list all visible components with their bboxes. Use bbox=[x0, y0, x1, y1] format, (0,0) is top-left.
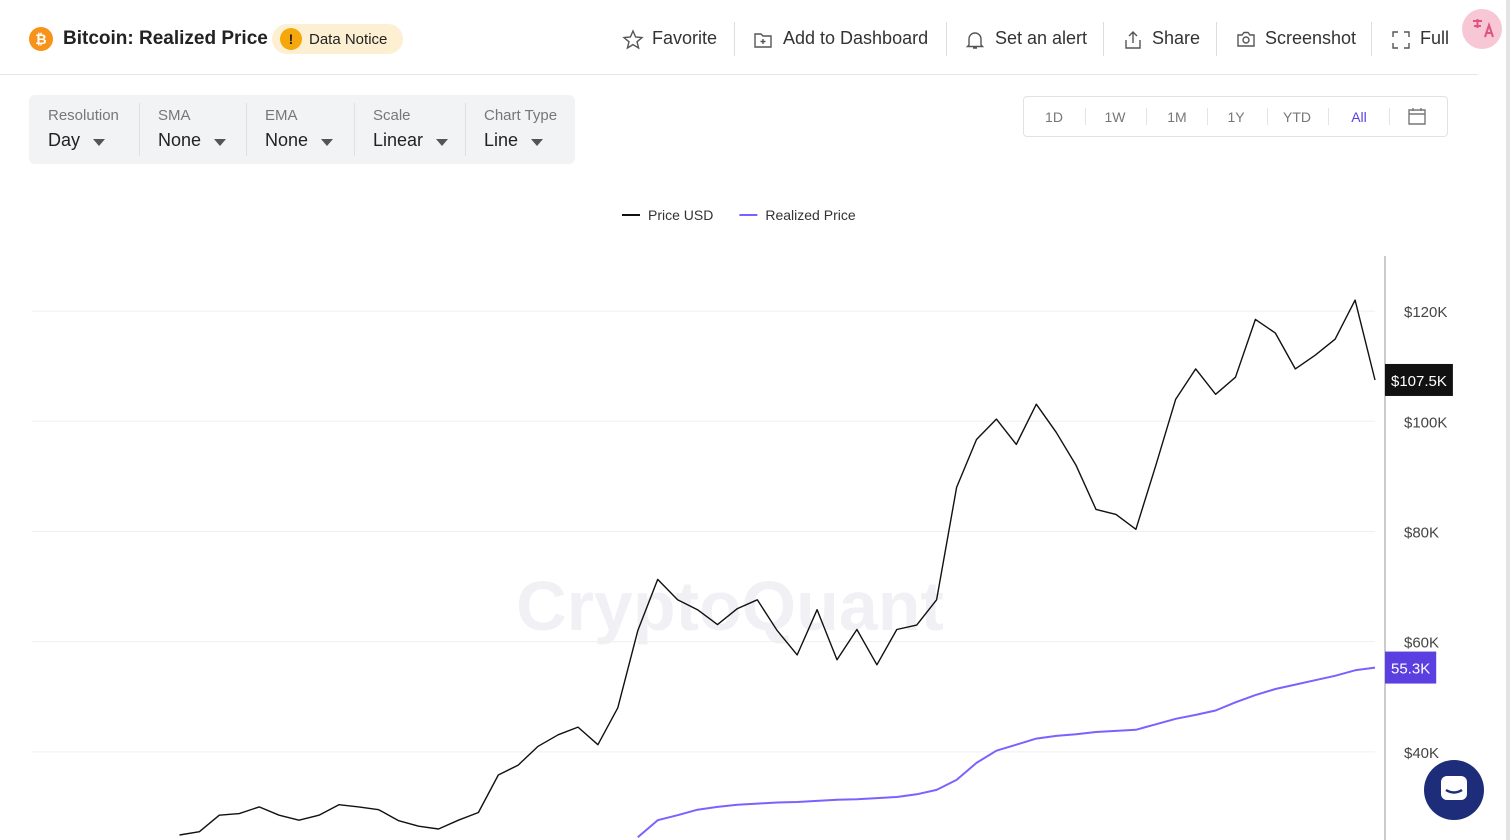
control-label: EMA bbox=[265, 107, 298, 124]
control-panel: Resolution Day SMA None EMA None Scale Linear Ch… bbox=[29, 95, 575, 164]
separator bbox=[1084, 108, 1086, 125]
range-button[interactable]: 1W bbox=[1104, 109, 1126, 125]
share-icon bbox=[1125, 31, 1141, 49]
caret bbox=[214, 139, 227, 146]
control-value: Linear bbox=[373, 130, 424, 150]
caret bbox=[321, 139, 334, 146]
range-button[interactable]: YTD bbox=[1283, 109, 1311, 125]
y-tick-label: $40K bbox=[1404, 745, 1439, 762]
control-label: Resolution bbox=[48, 107, 119, 124]
action-favorite[interactable]: Favorite bbox=[652, 28, 718, 48]
legend-label: Realized Price bbox=[765, 207, 855, 223]
control-label: Scale bbox=[373, 107, 411, 124]
scrollbar bbox=[1506, 0, 1510, 840]
separator bbox=[1266, 108, 1268, 125]
separator bbox=[246, 103, 247, 156]
series-line bbox=[637, 666, 1376, 838]
chat-button[interactable] bbox=[1424, 760, 1484, 820]
action-screenshot[interactable]: Screenshot bbox=[1265, 28, 1357, 48]
separator bbox=[1389, 108, 1390, 125]
top-bar: ₿ Bitcoin: Realized Price ! Data Notice … bbox=[0, 0, 1502, 75]
separator bbox=[139, 103, 140, 156]
caret bbox=[531, 139, 544, 146]
control-value: None bbox=[265, 130, 309, 150]
star-icon bbox=[622, 29, 644, 50]
range-button[interactable]: All bbox=[1351, 109, 1367, 125]
range-button[interactable]: 1Y bbox=[1227, 109, 1245, 125]
separator bbox=[1146, 108, 1147, 125]
separator bbox=[1216, 22, 1217, 56]
range-selector: 1D 1W 1M 1Y YTD All bbox=[1023, 96, 1448, 137]
control-value: Line bbox=[484, 130, 519, 150]
watermark: CryptoQuant bbox=[516, 567, 944, 645]
control-value: None bbox=[158, 130, 202, 150]
action-alert[interactable]: Set an alert bbox=[995, 28, 1088, 48]
notice-text: Data Notice bbox=[309, 31, 388, 48]
control[interactable]: Chart Type Line bbox=[465, 95, 575, 164]
separator bbox=[1371, 22, 1372, 56]
control-value: Day bbox=[48, 130, 81, 150]
action-share[interactable]: Share bbox=[1152, 28, 1201, 48]
notice-icon: ! bbox=[280, 28, 302, 50]
separator bbox=[1206, 108, 1208, 125]
control[interactable]: SMA None bbox=[139, 95, 246, 164]
control[interactable]: Resolution Day bbox=[29, 95, 139, 164]
control-label: SMA bbox=[158, 107, 191, 124]
end-label-text: $107.5K bbox=[1391, 373, 1447, 390]
range-button[interactable]: 1M bbox=[1167, 109, 1187, 125]
end-label: $107.5K bbox=[1385, 363, 1453, 396]
separator bbox=[1103, 22, 1104, 56]
end-label-box bbox=[1385, 363, 1453, 396]
end-label: 55.3K bbox=[1385, 651, 1437, 684]
separator bbox=[946, 22, 947, 56]
end-label-text: 55.3K bbox=[1391, 661, 1430, 678]
action-dashboard[interactable]: Add to Dashboard bbox=[783, 28, 929, 48]
control-label: Chart Type bbox=[484, 107, 558, 124]
translate-icon[interactable] bbox=[1462, 9, 1502, 49]
separator bbox=[354, 103, 355, 156]
control[interactable]: Scale Linear bbox=[354, 95, 465, 164]
caret bbox=[436, 139, 449, 146]
fullscreen-icon bbox=[1392, 31, 1410, 49]
y-tick-label: $80K bbox=[1404, 524, 1439, 541]
camera-icon bbox=[1237, 31, 1255, 47]
separator bbox=[1328, 108, 1329, 125]
y-tick-label: $60K bbox=[1404, 635, 1439, 652]
data-notice[interactable]: ! Data Notice bbox=[272, 24, 403, 54]
y-tick-label: $100K bbox=[1404, 414, 1447, 431]
series-line bbox=[179, 299, 1376, 836]
control[interactable]: EMA None bbox=[246, 95, 354, 164]
separator bbox=[734, 22, 735, 56]
separator bbox=[465, 103, 466, 156]
y-tick-label: $120K bbox=[1404, 304, 1447, 321]
end-label-box bbox=[1385, 651, 1437, 684]
dashboard-icon bbox=[754, 33, 772, 48]
calendar-shape bbox=[1408, 108, 1426, 125]
svg-text:!: ! bbox=[289, 31, 294, 47]
legend-label: Price USD bbox=[648, 207, 713, 223]
bell-icon bbox=[965, 32, 985, 49]
svg-text:₿: ₿ bbox=[35, 31, 46, 47]
bitcoin-icon: ₿ bbox=[29, 27, 53, 51]
calendar-icon[interactable] bbox=[1407, 106, 1427, 126]
range-button[interactable]: 1D bbox=[1045, 109, 1063, 125]
action-full[interactable]: Full bbox=[1420, 28, 1450, 48]
caret bbox=[93, 139, 106, 146]
page-title: Bitcoin: Realized Price bbox=[63, 28, 268, 49]
